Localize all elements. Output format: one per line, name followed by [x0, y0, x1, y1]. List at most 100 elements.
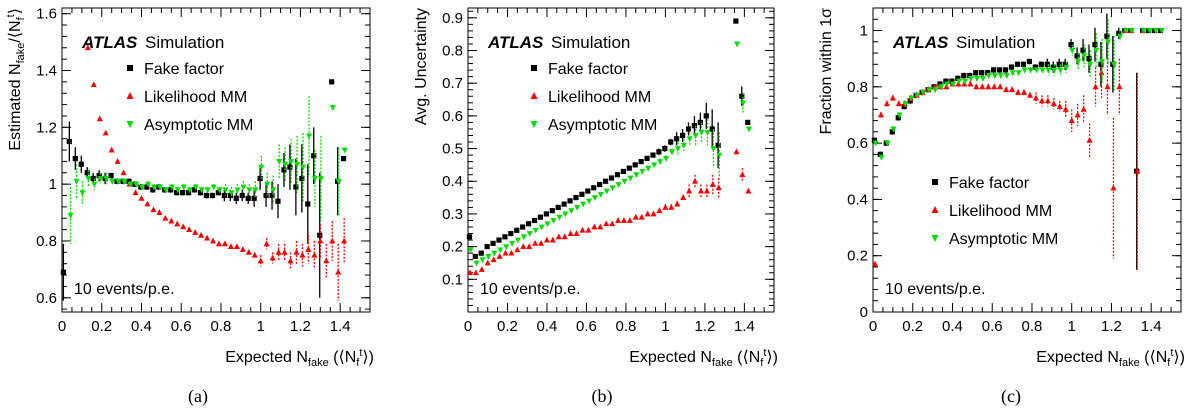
- legend-entry: Fake factor: [531, 61, 629, 78]
- data-point: [709, 126, 715, 132]
- data-point: [485, 254, 492, 260]
- legend-marker: [126, 92, 134, 99]
- data-point: [1068, 41, 1074, 48]
- data-point: [204, 187, 211, 194]
- data-point: [943, 78, 949, 84]
- data-point: [944, 81, 951, 88]
- chart-panel-2: 0 0.2 0.4 0.6 0.8 1 1.2 1.4 0.1 0.2 0.3 0.4 0.5 0.6 0.…: [413, 7, 778, 407]
- data-point: [221, 192, 227, 199]
- data-point: [228, 190, 235, 197]
- data-point: [467, 247, 474, 254]
- data-point: [264, 181, 271, 188]
- data-point: [656, 149, 662, 155]
- data-point: [878, 154, 885, 161]
- data-point: [544, 221, 551, 228]
- y-tick-label: 0.4: [442, 173, 463, 190]
- data-point: [269, 254, 276, 261]
- data-point: [739, 93, 745, 99]
- data-point: [1080, 105, 1087, 112]
- data-point: [591, 195, 598, 201]
- data-point: [114, 158, 121, 164]
- x-tick-label: 1.2: [290, 318, 311, 335]
- x-tick-label: 0.4: [131, 318, 152, 335]
- data-point: [609, 220, 616, 227]
- data-point: [573, 194, 579, 201]
- data-point: [1056, 61, 1062, 67]
- data-point: [73, 178, 80, 185]
- legend-entry: Asymptotic MM: [530, 117, 657, 134]
- data-point: [60, 269, 66, 275]
- data-point: [251, 195, 257, 201]
- data-point: [263, 192, 269, 199]
- data-point: [341, 237, 348, 244]
- data-point: [991, 83, 998, 90]
- data-point: [257, 257, 264, 264]
- data-point: [478, 266, 485, 272]
- data-point: [246, 187, 253, 194]
- data-point: [1062, 61, 1068, 67]
- data-point: [895, 115, 901, 121]
- data-point: [1051, 67, 1058, 74]
- data-point: [1038, 61, 1044, 67]
- data-point: [79, 190, 86, 197]
- data-point: [543, 211, 549, 217]
- data-point: [650, 152, 656, 158]
- data-point: [663, 155, 670, 162]
- data-point: [299, 175, 305, 182]
- data-point: [484, 259, 491, 266]
- data-point: [633, 172, 640, 179]
- data-point: [479, 257, 486, 264]
- data-point: [1026, 58, 1032, 65]
- y-tick-label: 0.2: [442, 239, 463, 256]
- data-point: [1020, 61, 1027, 67]
- data-point: [203, 192, 210, 199]
- data-point: [962, 78, 969, 85]
- x-axis-title-main: Expected N: [629, 349, 712, 366]
- data-point: [144, 184, 150, 190]
- x-axis-title-sub2: f: [1167, 357, 1171, 369]
- data-point: [66, 138, 72, 145]
- data-point: [1128, 28, 1135, 34]
- legend-label: Likelihood MM: [949, 203, 1052, 220]
- data-point: [174, 220, 181, 227]
- data-point: [734, 41, 741, 48]
- data-point: [335, 268, 342, 275]
- data-point: [555, 233, 562, 240]
- y-tick-label: 0.8: [442, 42, 463, 59]
- data-point: [180, 223, 187, 230]
- data-point: [1014, 61, 1021, 67]
- y-tick-label: 0.8: [36, 233, 57, 250]
- data-point: [85, 176, 92, 182]
- data-point: [311, 251, 318, 258]
- legend-label: Likelihood MM: [144, 89, 247, 106]
- data-point: [615, 217, 622, 223]
- data-point: [335, 178, 342, 185]
- legend-marker: [127, 65, 133, 71]
- data-point: [490, 256, 497, 263]
- series-asymptotic-mm: [467, 41, 752, 267]
- data-point: [1099, 59, 1106, 65]
- data-point: [1050, 64, 1056, 70]
- x-tick-label: 1.2: [694, 318, 715, 335]
- data-point: [579, 226, 586, 233]
- legend-label: Asymptotic MM: [548, 117, 657, 134]
- data-point: [1038, 97, 1045, 104]
- y-axis-title: Estimated Nfake/⟨Nft⟩: [5, 8, 27, 151]
- data-point: [156, 184, 163, 191]
- y-tick-label: 1.4: [36, 63, 57, 80]
- data-point: [668, 149, 675, 156]
- data-point: [1086, 56, 1092, 62]
- y-axis-title-sup2: t: [5, 14, 17, 17]
- data-point: [997, 83, 1004, 90]
- data-point: [185, 190, 192, 196]
- x-tick-label: 0: [58, 318, 66, 335]
- series-fake-factor: [466, 18, 751, 260]
- data-point: [1057, 67, 1064, 74]
- plot-frame: [467, 7, 775, 313]
- y-tick-label: 0.4: [847, 191, 868, 208]
- data-point: [956, 78, 963, 85]
- data-point: [151, 184, 158, 191]
- data-point: [239, 192, 245, 199]
- data-point: [877, 111, 884, 118]
- events-note: 10 events/p.e.: [74, 281, 175, 298]
